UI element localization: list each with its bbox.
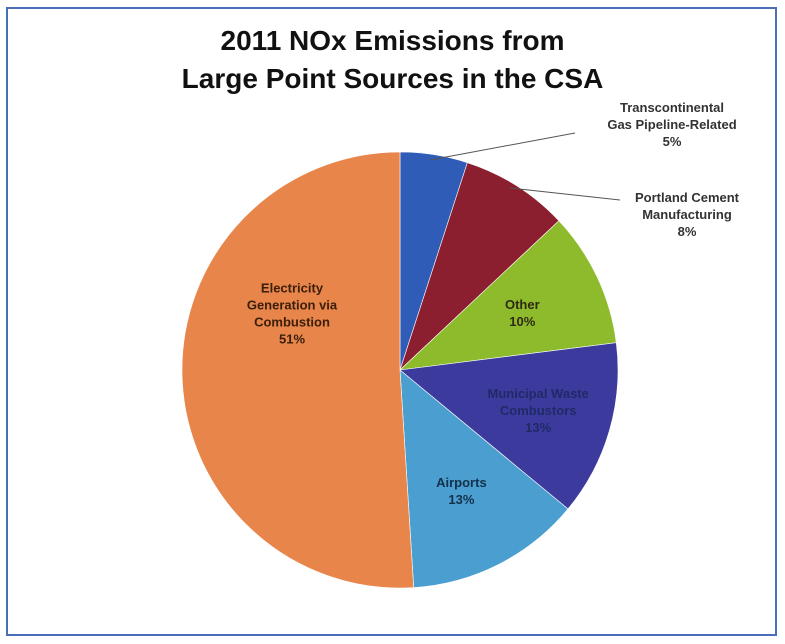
chart-title: 2011 NOx Emissions from Large Point Sour… [0,22,785,98]
slice-label-5-line-3: 51% [279,332,305,347]
slice-label-1-line-2: 8% [678,224,697,239]
slice-label-1-line-0: Portland Cement [635,190,740,205]
slice-label-3-line-1: Combustors [500,403,577,418]
slice-label-2-line-0: Other [505,297,540,312]
slice-label-4-line-0: Airports [436,475,487,490]
slice-label-5-line-0: Electricity [261,281,324,296]
slice-label-5-line-2: Combustion [254,315,330,330]
slice-label-4-line-1: 13% [448,492,474,507]
slice-label-3-line-2: 13% [525,420,551,435]
slice-label-3: Municipal Waste Combustors 13% [488,386,589,435]
slice-label-0-line-1: Gas Pipeline-Related [607,117,736,132]
slice-label-4: Airports 13% [436,475,487,507]
pie-slice-2 [399,220,617,371]
slice-label-0: Transcontinental Gas Pipeline-Related 5% [607,100,736,149]
slice-label-1: Portland Cement Manufacturing 8% [635,190,740,239]
slice-label-5-line-1: Generation via [247,298,338,313]
pie-slice-5 [181,151,415,589]
pie-slice-1 [399,162,560,371]
slice-label-2: Other 10% [505,297,540,329]
chart-title-line-1: 2011 NOx Emissions from [220,25,565,56]
slice-label-5: Electricity Generation via Combustion 51% [247,281,338,347]
pie-slice-4 [399,369,569,588]
slice-label-3-line-0: Municipal Waste [488,386,589,401]
slice-label-0-line-2: 5% [663,134,682,149]
leader-line-1 [509,187,621,201]
slice-label-0-line-0: Transcontinental [620,100,724,115]
pie-slice-3 [399,342,619,510]
pie-slices [181,151,619,589]
slice-label-1-line-1: Manufacturing [642,207,732,222]
slice-labels: Transcontinental Gas Pipeline-Related 5% Po… [247,100,740,507]
chart-title-line-2: Large Point Sources in the CSA [181,63,604,94]
leader-line-0 [429,132,576,161]
slice-label-2-line-1: 10% [509,314,535,329]
leader-lines [429,132,621,201]
